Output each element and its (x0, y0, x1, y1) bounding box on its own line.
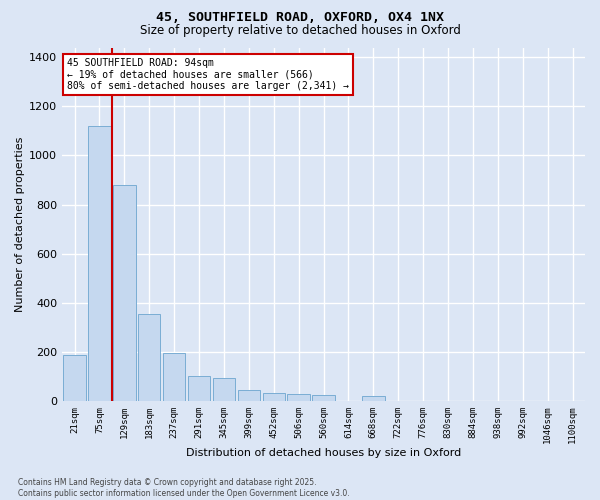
Text: Size of property relative to detached houses in Oxford: Size of property relative to detached ho… (140, 24, 460, 37)
X-axis label: Distribution of detached houses by size in Oxford: Distribution of detached houses by size … (186, 448, 461, 458)
Bar (362, 396, 385, 401)
Y-axis label: Number of detached properties: Number of detached properties (15, 136, 25, 312)
Text: Contains HM Land Registry data © Crown copyright and database right 2025.
Contai: Contains HM Land Registry data © Crown c… (18, 478, 350, 498)
Bar (287, 394, 310, 401)
Text: 45 SOUTHFIELD ROAD: 94sqm
← 19% of detached houses are smaller (566)
80% of semi: 45 SOUTHFIELD ROAD: 94sqm ← 19% of detac… (67, 58, 349, 92)
Bar (313, 394, 335, 401)
Bar (113, 185, 136, 401)
Bar (64, 356, 86, 401)
Bar (163, 353, 185, 401)
Bar (263, 394, 285, 401)
Bar (213, 378, 235, 401)
Bar (238, 390, 260, 401)
Bar (88, 126, 111, 401)
Bar (138, 314, 160, 401)
Bar (188, 376, 210, 401)
Text: 45, SOUTHFIELD ROAD, OXFORD, OX4 1NX: 45, SOUTHFIELD ROAD, OXFORD, OX4 1NX (156, 11, 444, 24)
